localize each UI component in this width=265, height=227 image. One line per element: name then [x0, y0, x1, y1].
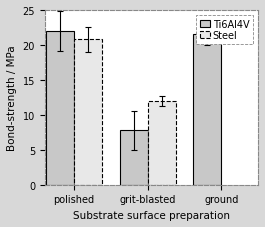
Bar — [120, 131, 148, 185]
Bar — [74, 40, 102, 185]
Legend: Ti6Al4V, Steel: Ti6Al4V, Steel — [196, 16, 253, 44]
Bar — [148, 101, 176, 185]
X-axis label: Substrate surface preparation: Substrate surface preparation — [73, 210, 230, 220]
Bar — [46, 32, 74, 185]
Y-axis label: Bond-strength / MPa: Bond-strength / MPa — [7, 45, 17, 151]
Bar — [193, 35, 221, 185]
